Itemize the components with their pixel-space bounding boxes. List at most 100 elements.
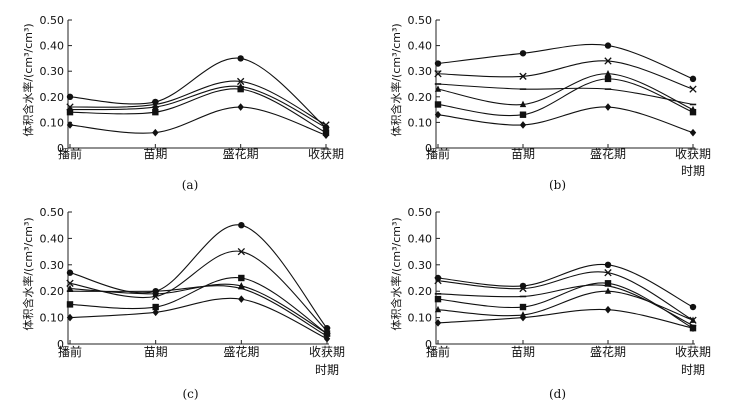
data-point-circle [604, 42, 612, 49]
x-tick-label: 收获期 [308, 147, 344, 161]
x-tick-label: 播前 [426, 344, 450, 359]
data-point-square [66, 108, 74, 116]
data-point-square [604, 75, 612, 83]
data-point-cross [237, 247, 245, 256]
data-point-triangle [152, 290, 159, 297]
y-tick-label: 0 [425, 338, 432, 351]
data-point-cross [519, 72, 527, 80]
series-line [69, 80, 327, 126]
data-point-diamond [434, 319, 442, 327]
series-line [69, 297, 328, 340]
y-axis-label: 体积含水率/(cm³/cm³) [21, 217, 35, 330]
data-point-triangle [434, 85, 442, 92]
data-point-triangle [152, 103, 159, 110]
data-point-square [152, 108, 159, 116]
data-point-diamond [238, 295, 245, 303]
series-square [434, 75, 697, 118]
series-line [437, 106, 694, 134]
data-point-circle [689, 303, 697, 311]
data-point-circle [66, 269, 74, 276]
data-point-circle [519, 50, 527, 57]
data-point-circle [237, 55, 244, 62]
data-point-diamond [434, 110, 442, 119]
data-point-cross [519, 284, 527, 293]
data-point-diamond [66, 313, 74, 322]
y-tick-label: 0.20 [40, 285, 65, 298]
data-point-cross [689, 85, 697, 93]
series-line [437, 282, 694, 329]
y-tick-label: 0.40 [40, 232, 65, 245]
series-line [437, 308, 694, 329]
series-line [437, 43, 694, 80]
data-point-triangle [66, 284, 74, 292]
y-tick-label: 0.10 [408, 116, 433, 129]
series-cross [434, 57, 697, 93]
x-tick-label: 播前 [426, 146, 450, 161]
x-tick-label: 收获期 [675, 147, 711, 161]
data-point-diamond [152, 128, 159, 137]
data-point-circle [434, 60, 442, 67]
y-tick-label: 0.30 [40, 259, 65, 272]
x-tick-label: 盛花期 [223, 146, 259, 161]
y-tick-label: 0.20 [40, 91, 65, 104]
data-point-triangle [604, 287, 612, 294]
x-axis-label: 时期 [681, 164, 705, 178]
y-tick-label: 0.50 [40, 14, 65, 27]
y-axis-label: 体积含水率/(cm³/cm³) [21, 23, 35, 136]
y-tick-label: 0.50 [408, 14, 433, 27]
data-point-square [238, 274, 245, 282]
y-tick-label: 0.50 [40, 206, 65, 219]
data-point-cross [604, 57, 612, 65]
data-point-diamond [152, 308, 159, 317]
x-tick-label: 盛花期 [590, 146, 626, 161]
x-tick-label: 收获期 [675, 345, 711, 359]
y-tick-label: 0.20 [408, 91, 433, 104]
series-line [69, 88, 327, 134]
y-tick-label: 0.20 [408, 285, 433, 298]
y-axis-label: 体积含水率/(cm³/cm³) [389, 23, 403, 136]
panel-label: (d) [549, 387, 566, 401]
series-square [66, 274, 331, 337]
series-dash [434, 83, 697, 106]
series-line [69, 285, 328, 337]
y-axis-label: 体积含水率/(cm³/cm³) [389, 217, 403, 330]
data-point-diamond [237, 103, 244, 111]
data-point-square [237, 85, 244, 93]
series-line [437, 263, 694, 308]
data-point-circle [66, 93, 74, 101]
x-tick-label: 苗期 [511, 147, 535, 161]
data-point-circle [238, 222, 245, 229]
data-point-circle [604, 261, 612, 268]
x-tick-label: 收获期 [309, 345, 345, 359]
x-tick-label: 播前 [58, 344, 82, 359]
data-point-circle [689, 75, 697, 83]
series-cross [434, 269, 697, 324]
y-tick-label: 0 [57, 338, 64, 351]
data-point-square [66, 301, 74, 308]
series-circle [434, 42, 697, 83]
y-tick-label: 0 [425, 142, 432, 155]
data-point-square [434, 101, 442, 108]
series-line [69, 277, 328, 334]
x-axis-label: 时期 [681, 363, 705, 377]
panel-label: (c) [182, 387, 198, 401]
panel-label: (b) [549, 178, 566, 192]
x-tick-label: 苗期 [511, 345, 535, 359]
series-line [69, 224, 328, 329]
x-tick-label: 苗期 [144, 345, 168, 359]
series-diamond [66, 103, 330, 139]
data-point-cross [434, 70, 442, 78]
data-point-triangle [238, 282, 245, 289]
series-line [437, 78, 694, 117]
data-point-cross [237, 77, 245, 86]
series-line [437, 60, 694, 90]
y-tick-label: 0.10 [40, 116, 65, 129]
series-line [437, 73, 694, 111]
data-point-triangle [689, 316, 697, 323]
y-tick-label: 0.10 [408, 312, 433, 325]
data-point-square [323, 330, 331, 337]
